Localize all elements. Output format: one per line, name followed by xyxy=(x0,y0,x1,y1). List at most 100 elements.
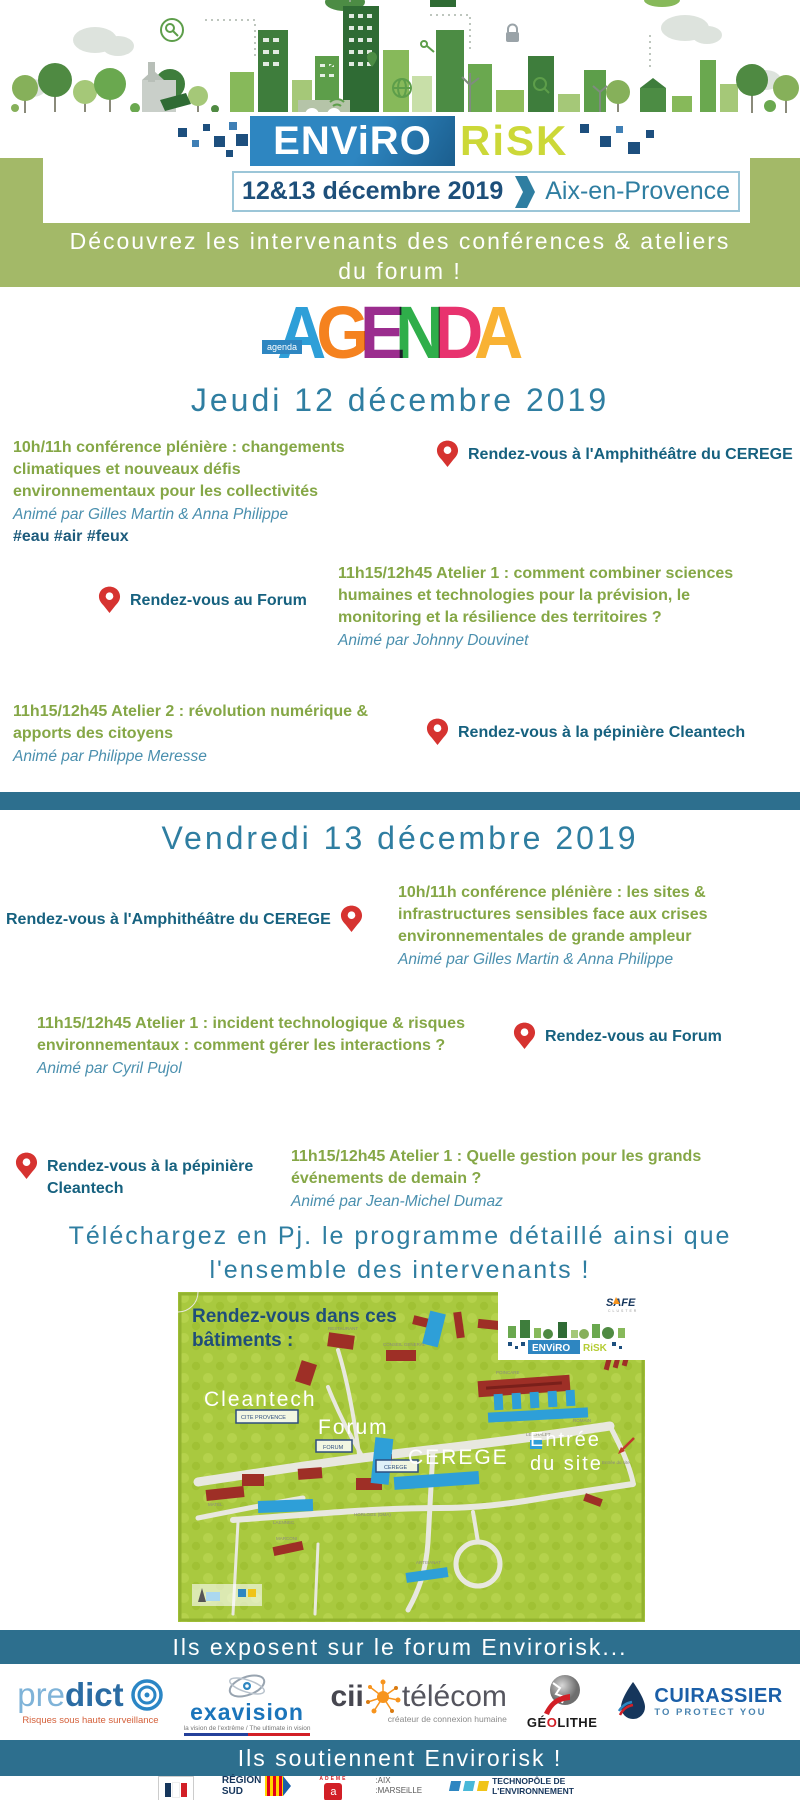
session-title: 10h/11h conférence plénière : changement… xyxy=(13,439,345,501)
session-block: 11h15/12h45 Atelier 1 : Quelle gestion p… xyxy=(291,1146,721,1211)
location-label: Rendez-vous à la pépinière Cleantech xyxy=(47,1158,254,1198)
svg-text:CEREGE: CEREGE xyxy=(384,1465,408,1471)
predict-spiral-icon xyxy=(130,1679,163,1711)
location-pin-icon xyxy=(513,1022,536,1049)
logo-risk-text: RiSK xyxy=(460,117,569,164)
session-title: 11h15/12h45 Atelier 1 : incident technol… xyxy=(37,1015,465,1055)
session-animator: Animé par Gilles Martin & Anna Philippe xyxy=(13,506,289,524)
region-flag-icon xyxy=(265,1776,292,1796)
exavision-logo: exavision la vision de l'extrême / The u… xyxy=(183,1671,311,1736)
tagline-line1: Découvrez les intervenants des conférenc… xyxy=(69,228,731,254)
chevron-right-icon xyxy=(515,175,536,208)
day-title-jeudi: Jeudi 12 décembre 2019 xyxy=(190,382,610,418)
session-hashtags: #eau #air #feux xyxy=(13,528,129,546)
download-note-line1: Téléchargez en Pj. le programme détaillé… xyxy=(68,1222,732,1250)
exavision-swirl-icon xyxy=(228,1674,266,1697)
aix-marseille-logo: :AIX :MARSEiLLE xyxy=(375,1776,423,1795)
map-heading-line1: Rendez-vous dans ces xyxy=(192,1306,397,1327)
svg-text:CITE PROVENCE: CITE PROVENCE xyxy=(241,1415,286,1421)
agenda-logo: AGENDA xyxy=(0,296,800,370)
location-label: Rendez-vous au Forum xyxy=(130,592,307,609)
buildings xyxy=(230,6,606,115)
geolithe-sphere-icon xyxy=(544,1674,581,1715)
map-box-labels: CITE PROVENCE FORUM CEREGE xyxy=(235,1409,419,1473)
magnifier-bubble-icon xyxy=(160,18,184,42)
svg-text:LE CHALET: LE CHALET xyxy=(526,1432,551,1437)
predict-tagline: Risques sous haute surveillance xyxy=(22,1715,159,1726)
envirorisk-logo: ENViRO RiSK xyxy=(0,116,800,166)
svg-text:ROMAIN: ROMAIN xyxy=(573,1418,591,1423)
session-title: 11h15/12h45 Atelier 2 : révolution numér… xyxy=(13,703,369,743)
gouvernement-logo xyxy=(157,1776,194,1800)
wifi-icon xyxy=(329,98,345,107)
ademe-text: ADEME xyxy=(319,1776,348,1782)
event-date-box: 12&13 décembre 2019 Aix-en-Provence xyxy=(232,171,740,212)
site-map: Rendez-vous dans ces bâtiments : CITE PR… xyxy=(157,1271,645,1622)
enviro-logo-box: ENViRO xyxy=(250,116,455,166)
agenda-letter: E xyxy=(359,291,406,374)
agenda-letter: A xyxy=(474,291,524,374)
trees-left xyxy=(11,63,219,113)
session-block: 10h/11h conférence plénière : les sites … xyxy=(398,882,728,969)
map-heading-line2: bâtiments : xyxy=(192,1330,293,1351)
svg-text:CLUSTER: CLUSTER xyxy=(608,1309,638,1313)
session-block: 11h15/12h45 Atelier 1 : incident technol… xyxy=(37,1013,492,1078)
cii-text: cii xyxy=(330,1680,364,1713)
svg-text:LAENNEC: LAENNEC xyxy=(273,1520,295,1525)
exhibitors-band-text: Ils exposent sur le forum Envirorisk... xyxy=(172,1633,628,1660)
supporters-band: Ils soutiennent Envirorisk ! xyxy=(0,1740,800,1776)
region-sud-logo: RÉGION SUD xyxy=(222,1775,292,1797)
location-pin-icon xyxy=(436,440,459,467)
telecom-text: télécom xyxy=(401,1680,507,1713)
exavision-tagline-fr: la vision de l'extrême / xyxy=(183,1724,248,1736)
technopole-logo: TECHNOPÔLE DE L'ENVIRONNEMENT xyxy=(449,1776,642,1796)
geolithe-o: O xyxy=(546,1714,558,1730)
map-label-cerege: CEREGE xyxy=(408,1446,509,1469)
session-title: 10h/11h conférence plénière : les sites … xyxy=(398,884,708,946)
map-label-entree2: du site xyxy=(530,1453,603,1475)
svg-text:RESTAURANT: RESTAURANT xyxy=(328,1326,358,1331)
mini-risk-text: RiSK xyxy=(583,1343,608,1354)
session-block: 11h15/12h45 Atelier 2 : révolution numér… xyxy=(13,701,398,766)
svg-text:ARTISANAT: ARTISANAT xyxy=(416,1560,441,1565)
location-pin-icon xyxy=(426,718,449,745)
predict-pre: pre xyxy=(17,1676,65,1713)
cuirassier-drop-icon xyxy=(618,1682,646,1719)
location-label: Rendez-vous à l'Amphithéâtre du CEREGE xyxy=(6,911,331,928)
session-title: 11h15/12h45 Atelier 1 : Quelle gestion p… xyxy=(291,1148,702,1188)
svg-text:CONSEIL GENERAL: CONSEIL GENERAL xyxy=(383,1342,426,1347)
session-animator: Animé par Philippe Meresse xyxy=(13,748,207,766)
tagline-line2: du forum ! xyxy=(338,258,462,284)
map-mini-banner: SAFE CLUSTER xyxy=(498,1292,645,1360)
session-block: 10h/11h conférence plénière : changement… xyxy=(13,437,385,546)
section-divider xyxy=(0,792,800,810)
session-animator: Animé par Gilles Martin & Anna Philippe xyxy=(398,951,674,969)
event-date: 12&13 décembre 2019 xyxy=(241,177,504,205)
session-location: Rendez-vous à l'Amphithéâtre du CEREGE xyxy=(436,440,793,469)
location-label: Rendez-vous à l'Amphithéâtre du CEREGE xyxy=(468,446,793,463)
marseille-text: MARSEiLLE xyxy=(377,1786,423,1795)
exavision-tagline-en: The ultimate in vision xyxy=(247,1724,311,1736)
location-pin-icon xyxy=(15,1152,38,1179)
windmill-icon xyxy=(461,73,608,115)
city-illustration xyxy=(11,0,799,118)
event-location: Aix-en-Provence xyxy=(545,177,731,205)
session-location: Rendez-vous au Forum xyxy=(513,1022,722,1051)
svg-text:MARCONI: MARCONI xyxy=(276,1536,297,1541)
session-location: Rendez-vous à l'Amphithéâtre du CEREGE xyxy=(6,905,363,934)
map-label-entree1: Entrée xyxy=(530,1429,601,1451)
logo-enviro-text: ENViRO xyxy=(273,118,432,163)
cuirassier-logo: CUIRASSIER TO PROTECT YOU xyxy=(617,1681,782,1721)
cuirassier-tagline: TO PROTECT YOU xyxy=(654,1706,767,1718)
svg-text:HORLOGE (DMA): HORLOGE (DMA) xyxy=(354,1512,391,1517)
agenda-letter: D xyxy=(434,291,484,374)
exhibitors-band: Ils exposent sur le forum Envirorisk... xyxy=(0,1630,800,1664)
cii-network-icon xyxy=(365,1679,401,1714)
safe-logo: SAFE xyxy=(606,1297,636,1309)
cii-tagline: créateur de connexion humaine xyxy=(387,1714,507,1724)
ademe-square: a xyxy=(324,1783,343,1800)
agenda-letter: A xyxy=(276,291,326,374)
cuirassier-name: CUIRASSIER xyxy=(654,1684,783,1707)
map-building-names: RESTAURANT CONSEIL GENERAL POINCARE MATE… xyxy=(208,1326,630,1565)
